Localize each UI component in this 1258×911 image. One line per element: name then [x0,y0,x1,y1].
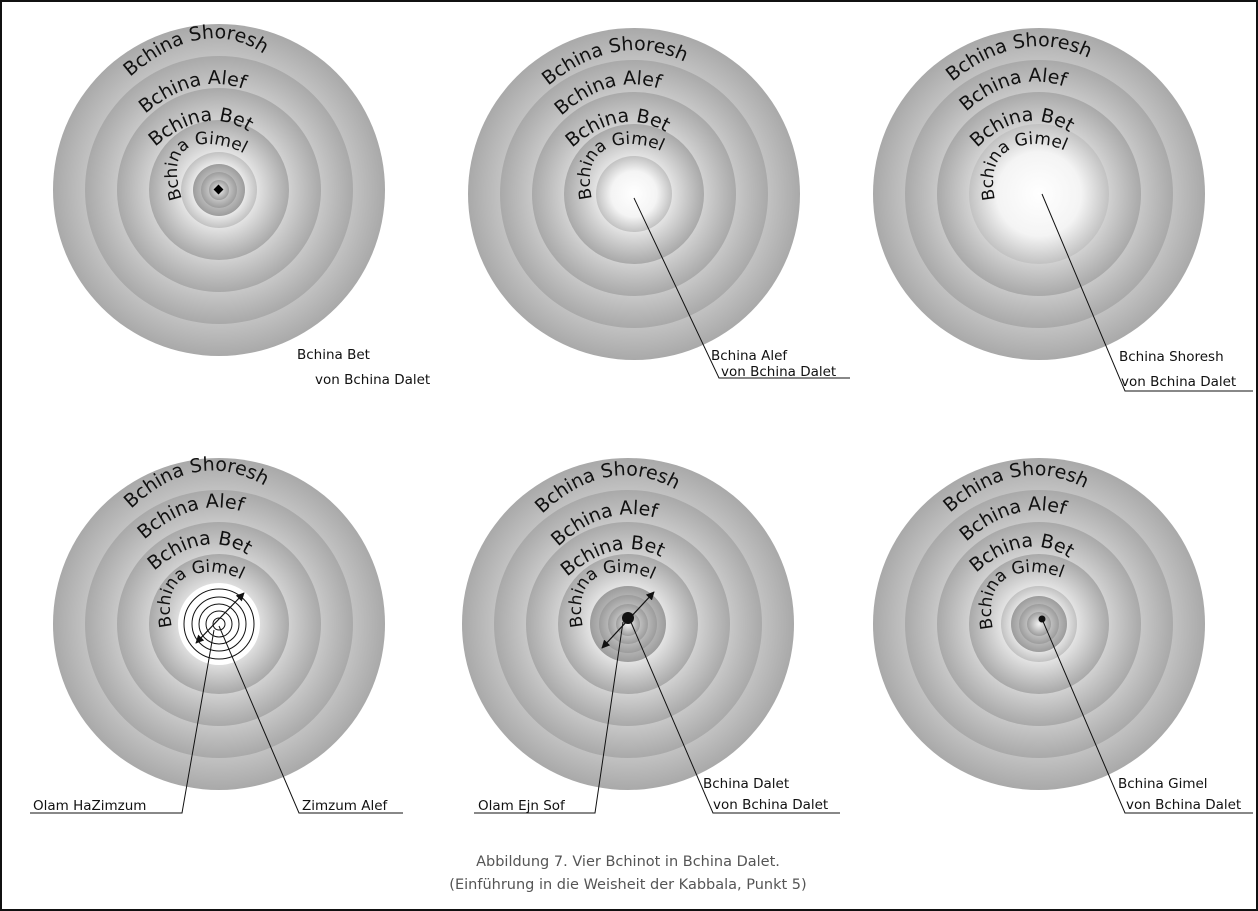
callout-label: Bchina Alef von Bchina Dalet [711,348,836,380]
panel-5: Bchina Shoresh Bchina Alef Bchina Bet Bc… [462,458,840,814]
caption-line-1: Abbildung 7. Vier Bchinot in Bchina Dale… [476,854,780,870]
svg-text:von Bchina Dalet: von Bchina Dalet [713,797,828,813]
svg-text:von Bchina Dalet: von Bchina Dalet [315,372,430,388]
svg-text:Olam Ejn Sof: Olam Ejn Sof [478,798,566,814]
diameter-arrow [601,591,655,649]
panel-6: Bchina Shoresh Bchina Alef Bchina Bet Bc… [873,458,1253,814]
concentric-rings [873,28,1205,360]
concentric-rings [873,458,1205,790]
svg-text:von Bchina Dalet: von Bchina Dalet [721,364,836,380]
concentric-rings [468,28,800,360]
leader-line [30,625,403,814]
panel-2: Bchina Shoresh Bchina Alef Bchina Bet Bc… [468,28,850,380]
center-dot [622,612,634,624]
callout-label: Bchina Shoresh von Bchina Dalet [1119,349,1236,390]
callout-label: Olam HaZimzum Zimzum Alef [33,798,389,814]
svg-text:Bchina Alef: Bchina Alef [711,348,788,364]
leader-line [474,619,840,814]
caption-line-2: (Einführung in die Weisheit der Kabbala,… [449,877,806,893]
svg-text:Olam HaZimzum: Olam HaZimzum [33,798,146,814]
svg-text:Zimzum Alef: Zimzum Alef [302,798,389,814]
leader-line [1041,618,1253,814]
svg-text:von Bchina Dalet: von Bchina Dalet [1126,797,1241,813]
figure-caption: Abbildung 7. Vier Bchinot in Bchina Dale… [449,854,806,893]
panel-1: Bchina Shoresh Bchina Alef Bchina Bet Bc… [53,21,430,388]
callout-label: Bchina Bet von Bchina Dalet [297,347,430,388]
center-dot [213,184,224,195]
leader-line [633,197,850,379]
callout-label: Bchina Gimel von Bchina Dalet [1118,776,1241,813]
svg-text:Bchina Dalet: Bchina Dalet [703,776,789,792]
callout-label: Olam Ejn Sof Bchina Dalet von Bchina Dal… [478,776,828,814]
diameter-arrow [195,592,245,644]
svg-text:Bchina Shoresh: Bchina Shoresh [1119,349,1224,365]
svg-text:Bchina Bet: Bchina Bet [297,347,370,363]
svg-text:von Bchina Dalet: von Bchina Dalet [1121,374,1236,390]
leader-line [1041,193,1253,392]
panel-3: Bchina Shoresh Bchina Alef Bchina Bet Bc… [873,28,1253,392]
svg-text:Bchina Gimel: Bchina Gimel [1118,776,1208,792]
panel-4: Bchina Shoresh Bchina Alef Bchina Bet Bc… [30,453,403,814]
